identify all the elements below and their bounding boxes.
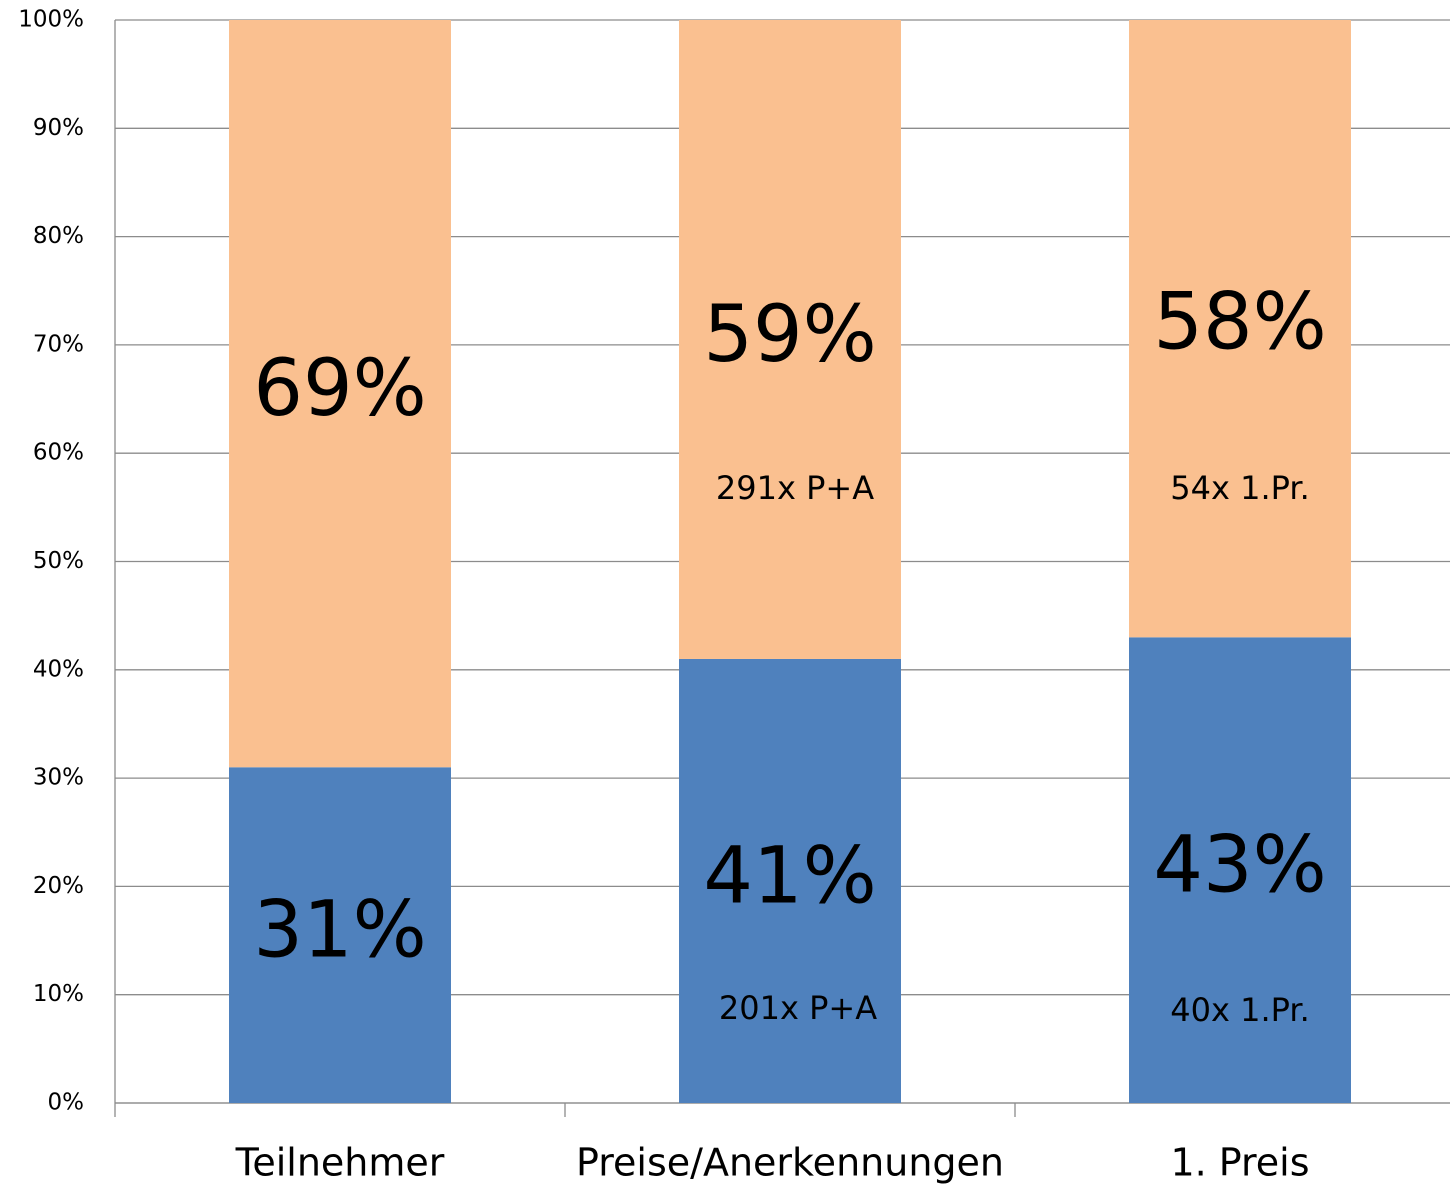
y-tick-label: 10% <box>33 981 84 1007</box>
bars <box>229 20 1351 1103</box>
bar-segment <box>1129 20 1351 638</box>
data-label: 69% <box>253 344 426 434</box>
bar-segment <box>229 767 451 1103</box>
y-tick-label: 100% <box>18 7 84 33</box>
bar-segment <box>1129 637 1351 1103</box>
y-tick-label: 70% <box>33 331 84 357</box>
y-tick-label: 0% <box>48 1090 85 1116</box>
bar-segment <box>679 20 901 659</box>
x-tick-label: Preise/Anerkennungen <box>576 1141 1004 1185</box>
annotation: 54x 1.Pr. <box>1170 469 1309 507</box>
y-tick-label: 50% <box>33 548 84 574</box>
annotation: 40x 1.Pr. <box>1170 991 1309 1029</box>
labels: 0% 10% 20% 30% 40% 50% 60% 70% 80% 90% 100% Teilneh… <box>18 7 1326 1185</box>
annotation: 291x P+A <box>716 469 874 507</box>
data-label: 58% <box>1153 277 1326 367</box>
x-tick-label: Teilnehmer <box>235 1141 445 1185</box>
y-tick-label: 90% <box>33 115 84 141</box>
bar-segment <box>679 658 901 1103</box>
data-label: 59% <box>703 290 876 380</box>
data-label: 31% <box>253 886 426 976</box>
y-tick-label: 30% <box>33 765 84 791</box>
y-tick-label: 80% <box>33 223 84 249</box>
bar-segment <box>229 20 451 768</box>
y-tick-label: 60% <box>33 440 84 466</box>
x-tick-label: 1. Preis <box>1170 1141 1309 1185</box>
data-label: 41% <box>703 831 876 921</box>
y-tick-label: 40% <box>33 656 84 682</box>
data-label: 43% <box>1153 821 1326 911</box>
y-tick-label: 20% <box>33 873 84 899</box>
annotation: 201x P+A <box>719 989 877 1027</box>
